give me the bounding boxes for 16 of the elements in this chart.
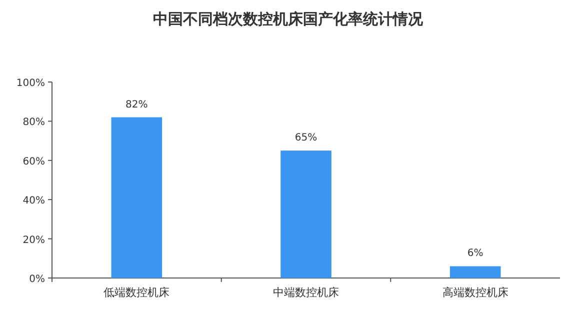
- chart-title: 中国不同档次数控机床国产化率统计情况: [153, 10, 424, 28]
- bar: [450, 266, 501, 278]
- y-tick-label: 60%: [22, 156, 45, 168]
- bar: [111, 117, 162, 278]
- x-tick-label: 高端数控机床: [442, 286, 508, 299]
- data-label: 6%: [467, 248, 484, 260]
- y-tick-label: 80%: [22, 117, 45, 128]
- data-label: 65%: [294, 132, 318, 144]
- y-tick-label: 0%: [29, 274, 45, 285]
- x-tick-label: 低端数控机床: [104, 286, 170, 299]
- bar: [280, 150, 332, 278]
- y-tick-label: 100%: [16, 78, 45, 89]
- data-label: 82%: [126, 99, 148, 110]
- x-tick-label: 中端数控机床: [273, 286, 339, 299]
- y-tick-label: 40%: [22, 196, 45, 207]
- y-tick-label: 20%: [22, 234, 45, 246]
